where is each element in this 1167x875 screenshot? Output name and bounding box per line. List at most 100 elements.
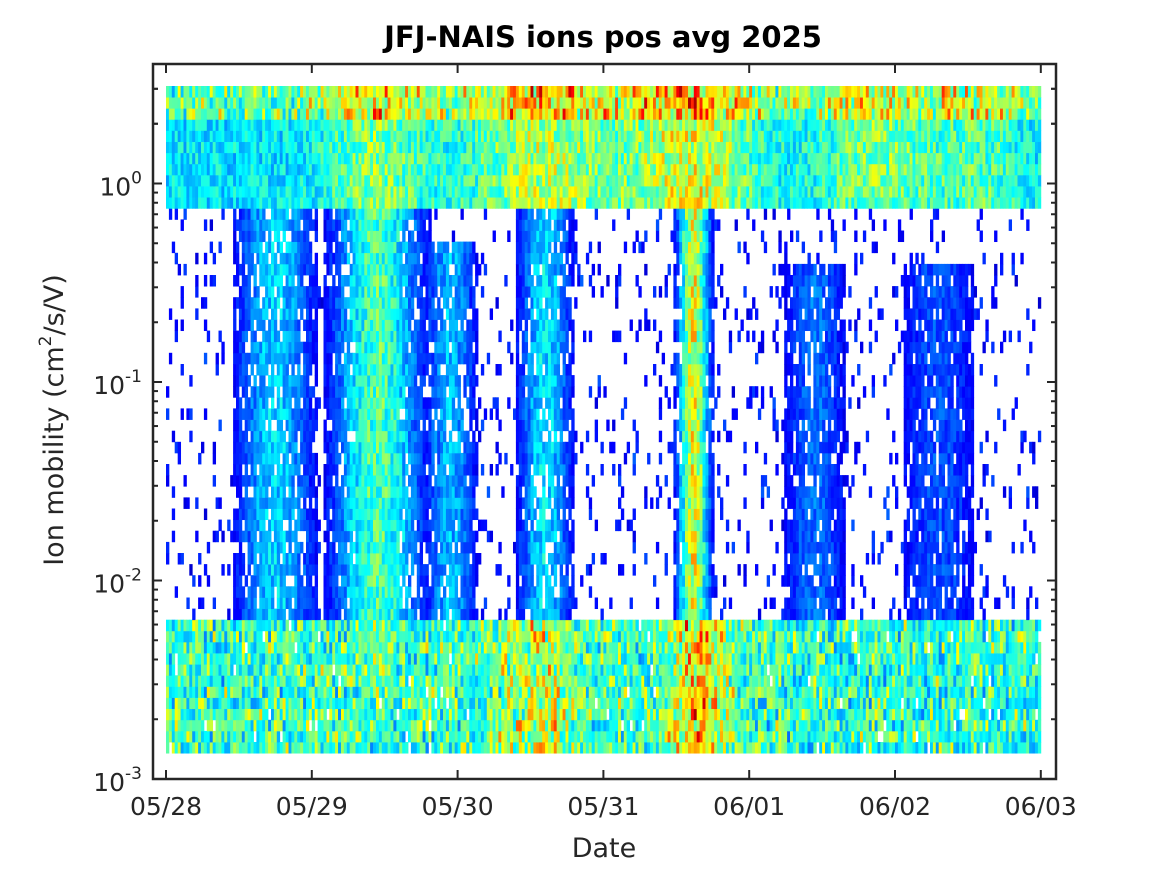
heatmap-cell	[238, 364, 243, 376]
heatmap-cell	[329, 319, 333, 332]
heatmap-cell	[422, 675, 426, 687]
heatmap-cell	[454, 252, 459, 265]
heatmap-cell	[221, 341, 225, 354]
heatmap-cell	[434, 341, 438, 354]
heatmap-cell	[244, 597, 249, 610]
heatmap-cell	[236, 408, 240, 420]
heatmap-cell	[306, 553, 310, 565]
heatmap-cell	[206, 86, 211, 98]
heatmap-cell	[288, 686, 292, 698]
heatmap-cell	[236, 152, 240, 165]
heatmap-cell	[413, 163, 418, 176]
heatmap-cell	[373, 619, 377, 632]
heatmap-cell	[376, 152, 380, 165]
heatmap-cell	[367, 219, 371, 231]
heatmap-cell	[448, 197, 453, 209]
heatmap-cell	[460, 275, 464, 287]
heatmap-cell	[233, 630, 237, 643]
heatmap-cell	[358, 719, 362, 732]
heatmap-cell	[381, 697, 386, 710]
heatmap-cell	[300, 308, 304, 320]
heatmap-cell	[413, 197, 418, 209]
heatmap-cell	[376, 719, 380, 732]
heatmap-cell	[343, 508, 348, 521]
heatmap-cell	[338, 130, 342, 143]
heatmap-cell	[171, 653, 176, 665]
heatmap-cell	[428, 541, 432, 554]
heatmap-cell	[218, 119, 222, 131]
heatmap-cell	[338, 708, 342, 721]
heatmap-cell	[247, 174, 251, 187]
heatmap-cell	[422, 330, 426, 343]
heatmap-cell	[311, 319, 316, 332]
heatmap-cell	[186, 675, 190, 687]
heatmap-cell	[279, 275, 284, 287]
heatmap-cell	[399, 252, 403, 265]
heatmap-cell	[250, 630, 254, 643]
heatmap-cell	[192, 664, 196, 676]
heatmap-cell	[448, 364, 453, 376]
heatmap-cell	[434, 519, 438, 532]
heatmap-cell	[265, 575, 269, 587]
heatmap-cell	[335, 230, 339, 243]
heatmap-cell	[451, 308, 456, 320]
heatmap-cell	[233, 352, 237, 365]
heatmap-cell	[434, 352, 438, 365]
heatmap-cell	[259, 630, 263, 643]
heatmap-cell	[323, 219, 327, 231]
heatmap-cell	[338, 141, 342, 154]
heatmap-cell	[209, 197, 214, 209]
heatmap-cell	[428, 653, 432, 665]
heatmap-cell	[291, 430, 295, 443]
heatmap-cell	[367, 141, 371, 154]
heatmap-cell	[440, 330, 444, 343]
heatmap-cell	[425, 608, 429, 621]
heatmap-cell	[329, 719, 333, 732]
heatmap-cell	[419, 530, 424, 543]
heatmap-cell	[341, 730, 345, 743]
heatmap-cell	[177, 441, 182, 454]
heatmap-cell	[195, 497, 199, 509]
heatmap-cell	[323, 108, 327, 120]
heatmap-cell	[352, 564, 356, 576]
heatmap-cell	[381, 252, 386, 265]
heatmap-cell	[276, 675, 281, 687]
heatmap-cell	[422, 208, 426, 220]
heatmap-cell	[396, 241, 400, 254]
heatmap-cell	[276, 586, 281, 598]
heatmap-cell	[259, 653, 263, 665]
heatmap-cell	[212, 275, 217, 287]
heatmap-cell	[166, 619, 170, 632]
heatmap-cell	[445, 675, 450, 687]
heatmap-cell	[247, 697, 251, 710]
heatmap-cell	[387, 464, 391, 476]
heatmap-cell	[276, 452, 281, 465]
heatmap-cell	[454, 419, 459, 432]
heatmap-cell	[320, 186, 324, 198]
heatmap-cell	[168, 641, 173, 654]
heatmap-cell	[241, 430, 246, 443]
heatmap-cell	[244, 575, 249, 587]
heatmap-cell	[227, 119, 231, 131]
heatmap-cell	[282, 530, 286, 543]
heatmap-cell	[300, 230, 304, 243]
heatmap-cell	[463, 541, 467, 554]
heatmap-cell	[460, 597, 464, 610]
heatmap-cell	[250, 308, 254, 320]
heatmap-cell	[332, 430, 336, 443]
heatmap-cell	[253, 174, 257, 187]
heatmap-cell	[341, 486, 345, 498]
heatmap-cell	[259, 608, 263, 621]
heatmap-cell	[341, 630, 345, 643]
heatmap-cell	[402, 97, 406, 109]
heatmap-cell	[443, 464, 447, 476]
heatmap-cell	[265, 241, 269, 254]
heatmap-cell	[233, 419, 237, 432]
heatmap-cell	[405, 241, 409, 254]
heatmap-cell	[291, 174, 295, 187]
heatmap-cell	[271, 286, 275, 298]
heatmap-cell	[381, 564, 386, 576]
heatmap-cell	[338, 519, 342, 532]
heatmap-cell	[373, 286, 377, 298]
heatmap-cell	[297, 364, 301, 376]
